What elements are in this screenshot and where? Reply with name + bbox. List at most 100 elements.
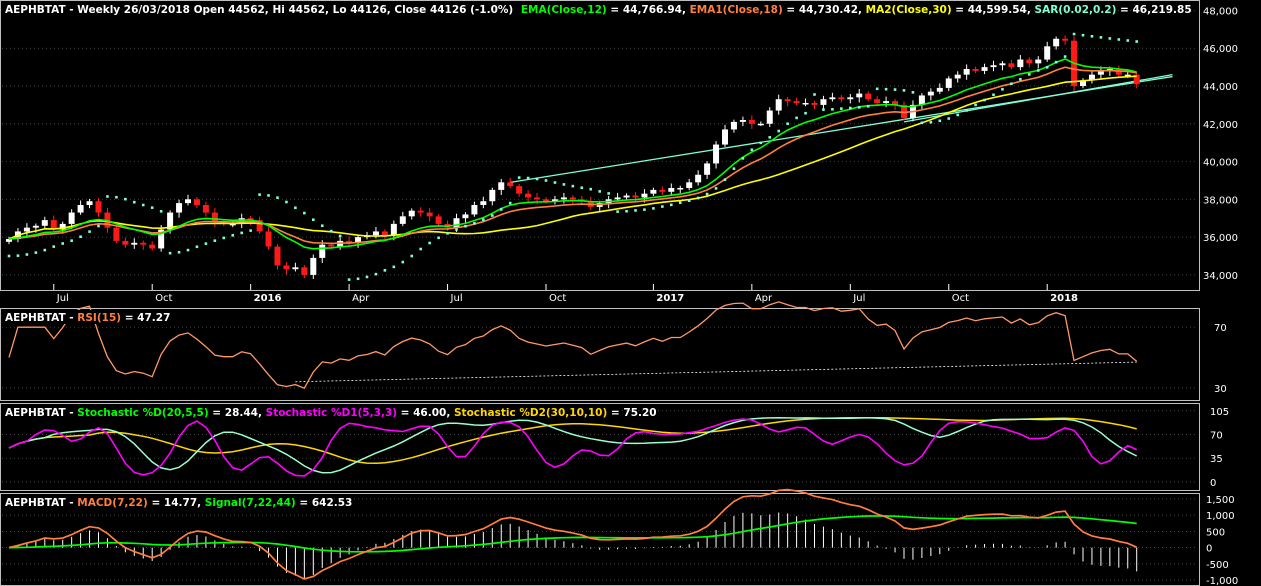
macd-line: [8, 488, 1138, 580]
x-tick-label: Oct: [549, 293, 566, 304]
sep: ,: [446, 407, 454, 419]
candle-body: [292, 267, 299, 270]
candle-body: [1053, 38, 1060, 47]
candle-body: [632, 195, 639, 198]
sar-dot: [562, 183, 566, 186]
candle-body: [847, 97, 854, 100]
candle-body: [471, 205, 478, 215]
sar-dot: [723, 178, 727, 181]
stoch-header: AEPHBTAT - Stochastic %D(20,5,5) = 28.44…: [2, 405, 657, 419]
sar-dot: [1019, 77, 1022, 81]
candle-body: [766, 110, 773, 124]
eq: =: [121, 312, 137, 324]
sar-dot: [875, 87, 879, 91]
ema12-value: 44,766.94: [623, 4, 682, 16]
candle-body: [677, 188, 684, 190]
sar-dot: [616, 210, 619, 213]
sar-dot: [893, 88, 897, 91]
candle-body: [211, 212, 218, 222]
candle-body: [856, 93, 863, 98]
sar-dot: [884, 87, 888, 91]
sar-dot: [222, 236, 226, 240]
rsi-baseline: [295, 361, 1137, 383]
candle-body: [426, 212, 433, 217]
sar-dot: [553, 181, 557, 184]
sar-dot: [750, 148, 754, 152]
sar-dot: [956, 113, 959, 117]
sar-dot: [1126, 39, 1130, 42]
candle-body: [1026, 59, 1033, 64]
x-tick-label: Jul: [450, 293, 463, 304]
price-y-tick-label: 48,000: [1203, 6, 1238, 17]
candle-body: [381, 231, 388, 236]
candle-body: [569, 197, 576, 200]
sar-dot: [258, 193, 261, 196]
sep: ,: [682, 4, 690, 16]
ma30-value: 44,599.54: [968, 4, 1027, 16]
candle-body: [50, 220, 57, 230]
sar-dot: [822, 108, 825, 111]
stoch-d-label: Stochastic %D(20,5,5): [77, 407, 208, 419]
candle-body: [623, 195, 630, 198]
sar-dot: [356, 277, 360, 281]
sar-dot: [428, 241, 431, 245]
sar-dot: [1028, 73, 1031, 76]
macd-histogram: [17, 512, 1138, 579]
candle-body: [981, 67, 988, 71]
candle-body: [319, 244, 326, 258]
stochastic-d-line: [8, 417, 1138, 474]
candle-body: [650, 189, 657, 194]
sar-dot: [643, 208, 646, 211]
price-y-tick-label: 44,000: [1203, 82, 1238, 93]
macd-signal-line: [8, 515, 1137, 553]
sar-dot: [1054, 60, 1058, 64]
macd-value: 14.77: [164, 497, 197, 509]
candle-body: [301, 267, 308, 275]
candle-body: [328, 244, 335, 247]
eq: =: [952, 4, 968, 16]
sar-dot: [79, 235, 82, 239]
sar-dot: [938, 119, 942, 123]
candle-body: [453, 218, 460, 228]
candle-body: [372, 231, 379, 236]
candle-body: [722, 129, 728, 145]
sar-dot: [1036, 69, 1040, 72]
sar-dot: [499, 208, 503, 211]
sar-dot: [1072, 32, 1076, 36]
candle-body: [149, 244, 156, 249]
candle-body: [310, 257, 317, 275]
macd-y-axis: -1,000 -500 0 500 1,000 1,500: [1206, 495, 1238, 586]
candle-body: [659, 189, 666, 192]
signal-label: Signal(7,22,44): [205, 497, 296, 509]
ma2-close-30-line: [8, 75, 1137, 240]
sar-dot: [294, 206, 297, 210]
sar-dot: [195, 245, 199, 249]
stoch-d1-value: 46.00: [413, 407, 446, 419]
sar-dot: [338, 234, 342, 238]
candle-body: [793, 101, 800, 103]
candle-body: [686, 182, 693, 188]
price-header-text: AEPHBTAT - Weekly 26/03/2018 Open 44562,…: [5, 4, 1192, 16]
candle-body: [927, 91, 934, 96]
candle-body: [507, 182, 514, 187]
sar-dot: [714, 187, 718, 190]
candle-body: [865, 93, 872, 100]
sar-value: 46,219.85: [1133, 4, 1192, 16]
candle-body: [408, 210, 415, 217]
x-tick-label: Apr: [755, 293, 773, 304]
sar-dot: [1117, 38, 1121, 41]
candle-body: [1097, 70, 1104, 75]
sar-dot: [70, 239, 73, 242]
sar-dot: [732, 167, 736, 170]
candle-body: [355, 237, 362, 243]
sar-dot: [267, 194, 270, 197]
candle-body: [695, 174, 702, 183]
candle-body: [140, 242, 147, 245]
sar-dot: [383, 269, 387, 272]
sar-dots: [7, 32, 1138, 281]
candle-body: [32, 225, 39, 228]
sar-dot: [106, 195, 109, 198]
sar-dot: [365, 275, 369, 279]
sar-dot: [133, 200, 136, 204]
